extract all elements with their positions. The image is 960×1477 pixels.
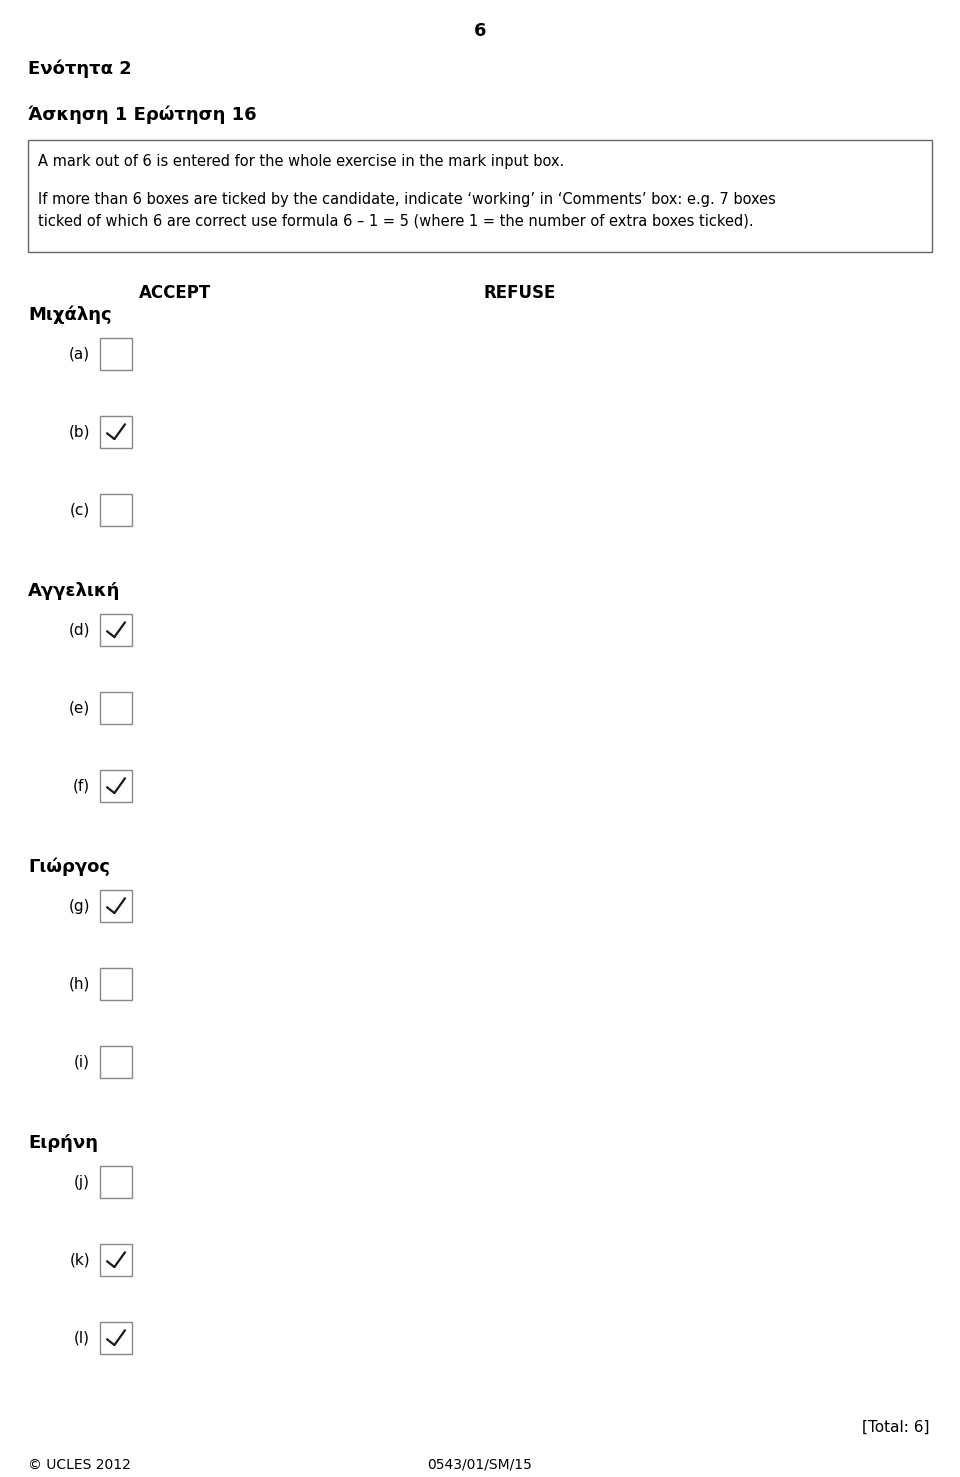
Text: Γιώργος: Γιώργος: [28, 858, 110, 876]
Text: A mark out of 6 is entered for the whole exercise in the mark input box.: A mark out of 6 is entered for the whole…: [38, 154, 564, 168]
Bar: [100, 967, 132, 1000]
Text: If more than 6 boxes are ticked by the candidate, indicate ‘working’ in ‘Comment: If more than 6 boxes are ticked by the c…: [38, 192, 776, 207]
Text: REFUSE: REFUSE: [484, 284, 556, 301]
Text: (b): (b): [68, 424, 90, 440]
Text: (c): (c): [70, 502, 90, 517]
Text: Μιχάλης: Μιχάλης: [28, 306, 111, 325]
Bar: [100, 693, 132, 724]
Text: (e): (e): [69, 700, 90, 715]
Bar: [100, 1322, 132, 1354]
Text: ticked of which 6 are correct use formula 6 – 1 = 5 (where 1 = the number of ext: ticked of which 6 are correct use formul…: [38, 214, 754, 229]
Bar: [100, 493, 132, 526]
Text: (a): (a): [69, 347, 90, 362]
Text: ACCEPT: ACCEPT: [139, 284, 211, 301]
Bar: [100, 614, 132, 645]
Text: (k): (k): [69, 1252, 90, 1267]
Text: 0543/01/SM/15: 0543/01/SM/15: [427, 1458, 533, 1473]
Bar: [100, 770, 132, 802]
Bar: [100, 891, 132, 922]
Text: Ενότητα 2: Ενότητα 2: [28, 61, 132, 78]
Text: (l): (l): [74, 1331, 90, 1346]
Text: (j): (j): [74, 1174, 90, 1189]
Text: Αγγελική: Αγγελική: [28, 582, 120, 600]
Bar: [100, 417, 132, 448]
Text: Άσκηση 1 Ερώτηση 16: Άσκηση 1 Ερώτηση 16: [28, 105, 256, 124]
Text: (f): (f): [73, 778, 90, 793]
Bar: [28, 140, 932, 253]
Text: (h): (h): [68, 976, 90, 991]
Text: © UCLES 2012: © UCLES 2012: [28, 1458, 131, 1473]
Bar: [100, 338, 132, 371]
Bar: [100, 1165, 132, 1198]
Text: (g): (g): [68, 898, 90, 913]
Text: [Total: 6]: [Total: 6]: [862, 1419, 930, 1436]
Bar: [100, 1046, 132, 1078]
Text: (i): (i): [74, 1055, 90, 1069]
Text: Ειρήνη: Ειρήνη: [28, 1134, 98, 1152]
Text: (d): (d): [68, 622, 90, 638]
Text: 6: 6: [473, 22, 487, 40]
Bar: [100, 1244, 132, 1276]
